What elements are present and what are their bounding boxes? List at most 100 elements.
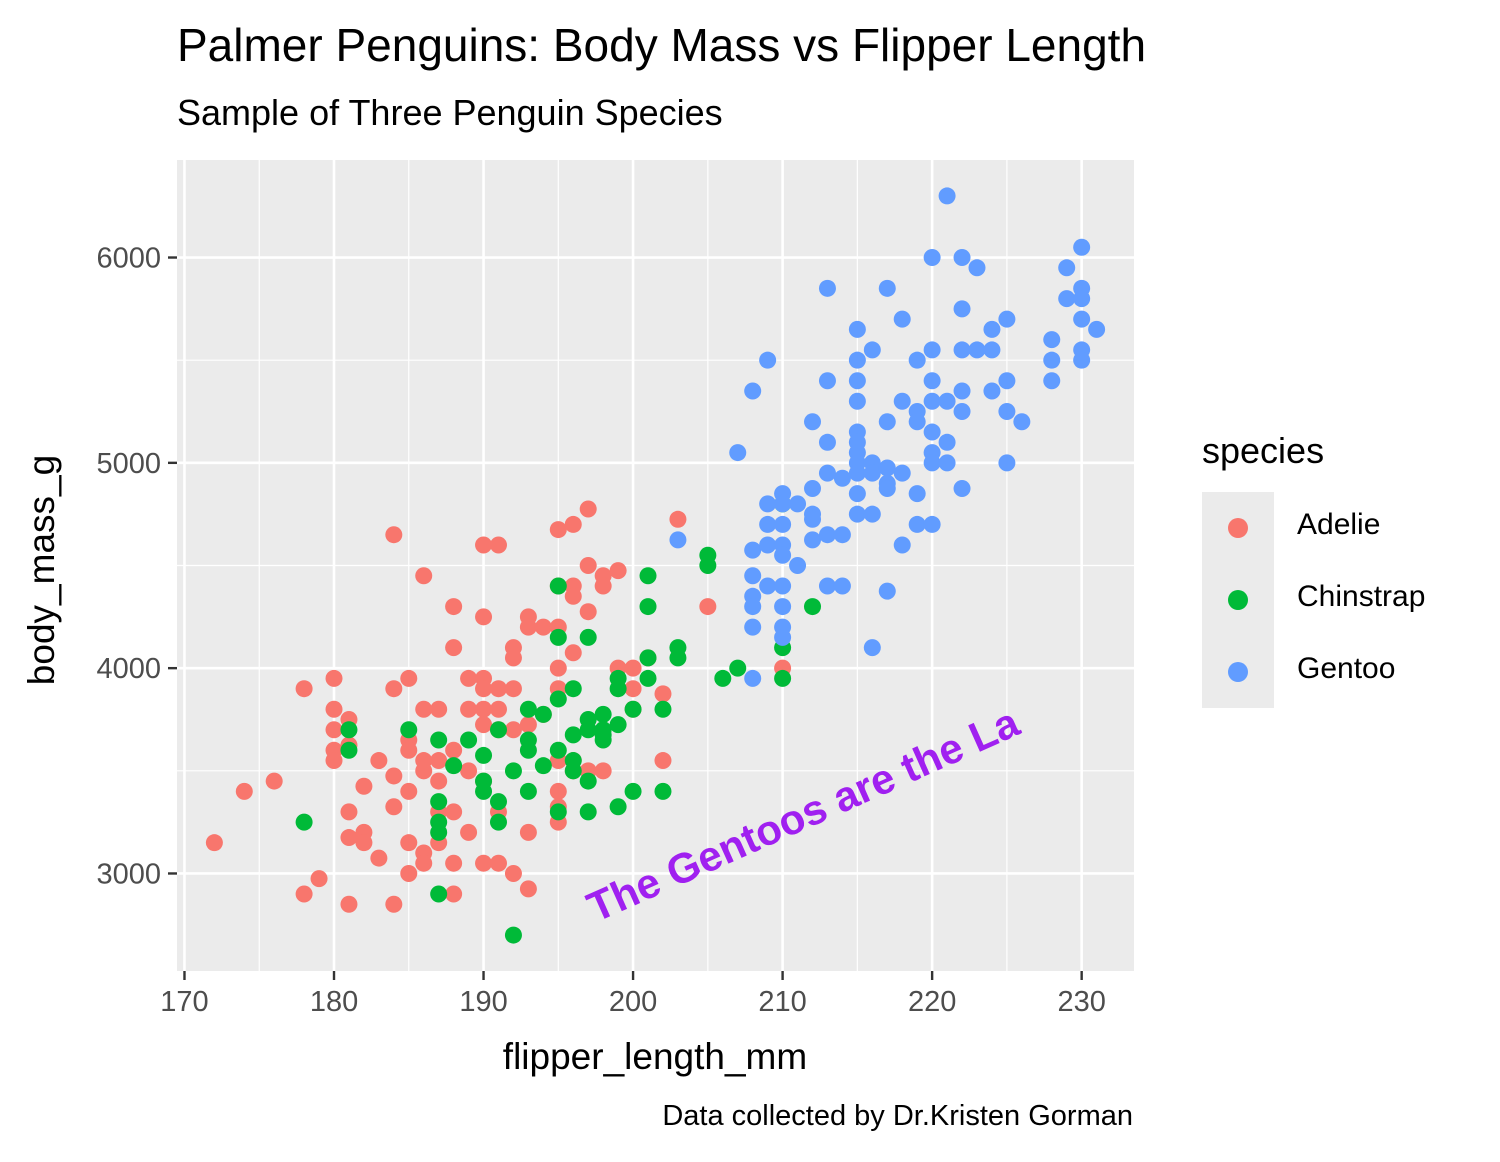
legend-key: [1202, 492, 1274, 564]
data-point-chinstrap: [579, 628, 597, 646]
data-point-gentoo: [759, 495, 777, 513]
legend-label: Adelie: [1297, 508, 1381, 541]
data-point-gentoo: [818, 526, 836, 544]
chart-caption: Data collected by Dr.Kristen Gorman: [662, 1100, 1133, 1132]
data-point-gentoo: [1043, 372, 1061, 390]
data-point-adelie: [430, 752, 448, 770]
data-point-adelie: [579, 557, 597, 574]
data-point-gentoo: [923, 372, 941, 390]
data-point-gentoo: [774, 577, 792, 595]
data-point-gentoo: [744, 618, 762, 636]
legend-label: Chinstrap: [1297, 580, 1426, 613]
legend: species Adelie Chinstrap Gentoo: [1202, 430, 1425, 708]
data-point-chinstrap: [624, 782, 642, 800]
data-point-adelie: [325, 721, 343, 739]
data-point-gentoo: [804, 413, 822, 431]
data-point-gentoo: [818, 433, 836, 451]
data-point-gentoo: [878, 279, 896, 297]
legend-title: species: [1202, 430, 1325, 471]
data-point-adelie: [504, 680, 522, 698]
data-point-gentoo: [818, 279, 836, 297]
data-point-adelie: [489, 680, 507, 698]
y-tick-label: 4000: [96, 653, 161, 685]
data-point-chinstrap: [804, 598, 822, 616]
data-point-adelie: [415, 700, 433, 718]
data-point-gentoo: [878, 413, 896, 431]
data-point-adelie: [265, 772, 283, 790]
data-point-chinstrap: [654, 782, 672, 800]
data-point-gentoo: [938, 187, 956, 205]
data-point-gentoo: [774, 495, 792, 513]
data-point-gentoo: [953, 403, 971, 421]
data-point-gentoo: [908, 351, 926, 369]
data-point-chinstrap: [624, 700, 642, 718]
data-point-gentoo: [1073, 238, 1091, 256]
data-point-chinstrap: [639, 649, 657, 667]
data-point-adelie: [295, 680, 313, 698]
data-point-adelie: [654, 685, 672, 703]
major-gridlines: [177, 160, 1134, 971]
data-point-adelie: [445, 885, 463, 903]
legend-item-chinstrap: Chinstrap: [1202, 564, 1500, 636]
data-point-chinstrap: [519, 741, 537, 759]
x-axis: 170 180 190 200 210 220 230: [160, 971, 1106, 1018]
data-point-gentoo: [818, 464, 836, 482]
data-point-gentoo: [818, 577, 836, 595]
data-point-gentoo: [1088, 320, 1106, 338]
data-point-adelie: [624, 680, 642, 698]
data-point-adelie: [475, 854, 493, 872]
data-point-gentoo: [729, 444, 747, 462]
data-point-adelie: [519, 823, 537, 841]
data-point-gentoo: [998, 310, 1016, 328]
data-point-gentoo: [833, 469, 851, 487]
data-point-gentoo: [1073, 310, 1091, 328]
data-point-adelie: [594, 577, 612, 595]
legend-dot-icon: [1228, 590, 1248, 610]
data-point-chinstrap: [654, 700, 672, 718]
data-point-adelie: [295, 885, 313, 903]
data-point-chinstrap: [549, 741, 567, 759]
x-tick-label: 220: [908, 986, 956, 1018]
data-point-gentoo: [938, 433, 956, 451]
data-point-gentoo: [759, 351, 777, 369]
data-point-chinstrap: [475, 746, 493, 764]
y-tick-label: 6000: [96, 243, 161, 275]
data-point-adelie: [654, 752, 672, 770]
data-point-adelie: [445, 854, 463, 872]
data-point-gentoo: [998, 372, 1016, 390]
y-tick-label: 5000: [96, 448, 161, 480]
data-point-adelie: [549, 659, 567, 677]
legend-item-gentoo: Gentoo: [1202, 636, 1500, 708]
data-point-adelie: [445, 639, 463, 657]
data-point-chinstrap: [340, 721, 358, 739]
data-point-gentoo: [848, 320, 866, 338]
data-point-gentoo: [1013, 413, 1031, 431]
data-point-adelie: [370, 752, 388, 770]
data-point-adelie: [415, 854, 433, 872]
data-point-gentoo: [744, 669, 762, 687]
data-point-gentoo: [863, 341, 881, 359]
data-point-adelie: [430, 700, 448, 718]
data-point-gentoo: [804, 531, 822, 549]
data-point-gentoo: [789, 557, 807, 574]
data-point-gentoo: [923, 341, 941, 359]
data-point-gentoo: [774, 546, 792, 564]
data-point-adelie: [624, 659, 642, 677]
data-point-gentoo: [953, 249, 971, 267]
data-point-gentoo: [998, 454, 1016, 472]
data-point-adelie: [385, 680, 403, 698]
data-point-adelie: [519, 618, 537, 636]
data-point-gentoo: [833, 577, 851, 595]
data-point-gentoo: [848, 351, 866, 369]
data-point-chinstrap: [549, 577, 567, 595]
data-point-chinstrap: [669, 649, 687, 667]
data-point-adelie: [445, 803, 463, 821]
data-point-chinstrap: [564, 680, 582, 698]
x-tick-label: 180: [310, 986, 358, 1018]
data-point-adelie: [325, 752, 343, 770]
data-point-chinstrap: [564, 762, 582, 780]
y-axis: 3000 4000 5000 6000: [96, 243, 177, 890]
data-point-chinstrap: [295, 813, 313, 831]
data-point-gentoo: [848, 372, 866, 390]
data-point-chinstrap: [504, 762, 522, 780]
